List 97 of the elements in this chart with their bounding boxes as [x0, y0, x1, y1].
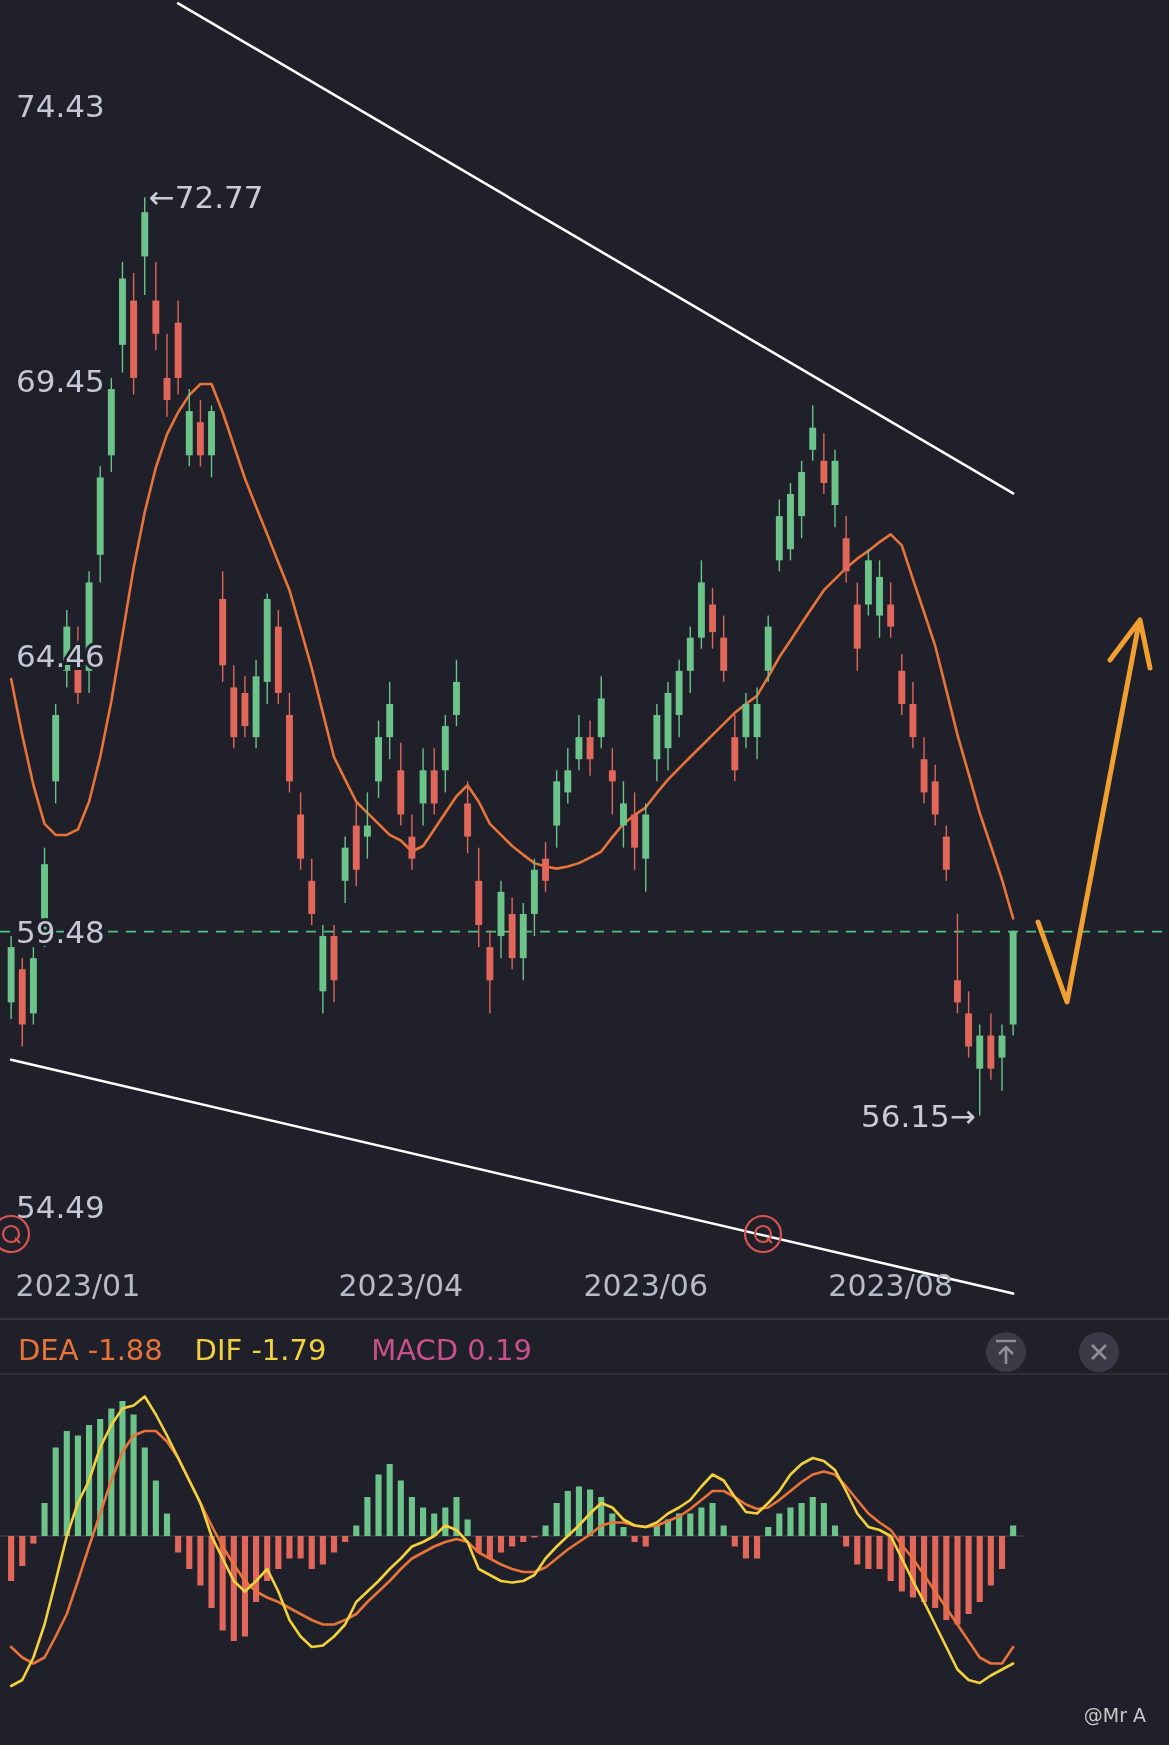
bar — [152, 1480, 159, 1536]
bar — [843, 1536, 850, 1547]
bar — [965, 1536, 972, 1614]
bar — [197, 1536, 204, 1586]
candlestick — [363, 791, 371, 860]
y-tick-label: 74.43 — [16, 87, 105, 124]
annotation: ←72.77 — [148, 179, 264, 216]
candlestick — [575, 714, 583, 771]
candlestick — [887, 581, 895, 639]
bar — [831, 1525, 839, 1536]
bar — [564, 1491, 571, 1536]
bar — [987, 1536, 994, 1586]
bar — [820, 1503, 827, 1536]
bar — [397, 1480, 404, 1536]
candlestick — [620, 780, 627, 849]
bar — [353, 1525, 360, 1536]
bar — [798, 1503, 805, 1536]
bar — [420, 1507, 427, 1536]
bar — [787, 1507, 794, 1536]
bar — [731, 1536, 738, 1547]
bar — [86, 1425, 93, 1536]
bar — [1010, 1525, 1017, 1536]
bar — [308, 1536, 315, 1569]
candlestick — [820, 432, 828, 495]
bar — [30, 1536, 37, 1544]
bar — [208, 1536, 215, 1608]
bar — [620, 1527, 627, 1536]
bar — [319, 1536, 326, 1565]
bar — [553, 1503, 560, 1536]
bar — [342, 1536, 349, 1542]
bar — [175, 1536, 182, 1553]
candlestick — [408, 813, 416, 871]
bar — [297, 1536, 304, 1559]
bar — [865, 1536, 872, 1569]
x-tick-label: 2023/01 — [15, 1268, 141, 1303]
bar — [486, 1536, 493, 1559]
bar — [408, 1497, 415, 1536]
series-label: DIF -1.79 — [194, 1333, 327, 1367]
x-tick-label: 2023/06 — [583, 1268, 709, 1303]
bar — [130, 1414, 137, 1536]
bar — [497, 1536, 505, 1553]
candlestick — [608, 747, 616, 816]
bar — [241, 1536, 248, 1637]
bar — [887, 1536, 894, 1581]
bar — [720, 1525, 727, 1536]
bar — [765, 1527, 772, 1536]
text: @Mr A — [1083, 1704, 1146, 1726]
bar — [8, 1536, 15, 1581]
bar — [41, 1503, 48, 1536]
bar — [375, 1474, 382, 1536]
bar — [509, 1536, 516, 1547]
candlestick — [542, 841, 549, 893]
bar — [286, 1536, 293, 1559]
candlestick — [809, 404, 817, 462]
y-tick-label: 54.49 — [16, 1189, 105, 1226]
bar — [932, 1536, 939, 1608]
candlestick — [564, 747, 572, 805]
bar — [163, 1513, 171, 1536]
bar — [386, 1464, 393, 1536]
candlestick — [586, 719, 594, 777]
bar — [854, 1536, 861, 1565]
bar — [876, 1536, 883, 1569]
bar — [230, 1536, 237, 1641]
bar — [52, 1447, 59, 1536]
bar — [998, 1536, 1006, 1569]
bar — [754, 1536, 761, 1559]
bar — [186, 1536, 193, 1569]
x-tick-label: 2023/08 — [828, 1268, 953, 1303]
bar — [687, 1513, 694, 1536]
bar — [642, 1536, 649, 1547]
bar — [74, 1435, 81, 1536]
text: DEA -1.88 — [18, 1333, 163, 1367]
bar — [141, 1447, 148, 1536]
bar — [742, 1536, 749, 1559]
bar — [631, 1536, 638, 1542]
x-tick-label: 2023/04 — [338, 1268, 464, 1303]
bar — [464, 1519, 471, 1536]
bar — [943, 1536, 950, 1620]
bar — [63, 1431, 70, 1536]
bar — [330, 1536, 338, 1553]
annotation: 56.15→ — [861, 1097, 976, 1134]
y-tick-label: 69.45 — [16, 362, 105, 399]
bar — [520, 1536, 527, 1542]
bar — [119, 1401, 126, 1536]
bar — [709, 1503, 716, 1536]
bar — [275, 1536, 282, 1569]
bar — [809, 1497, 816, 1536]
text: MACD 0.19 — [371, 1333, 532, 1367]
bar — [364, 1497, 371, 1536]
bar — [976, 1536, 983, 1602]
bar — [19, 1536, 26, 1566]
bar — [698, 1507, 705, 1536]
bar — [776, 1513, 783, 1536]
bar — [954, 1536, 961, 1625]
bar — [453, 1497, 460, 1536]
bar — [542, 1525, 549, 1536]
candlestick — [954, 913, 961, 1015]
